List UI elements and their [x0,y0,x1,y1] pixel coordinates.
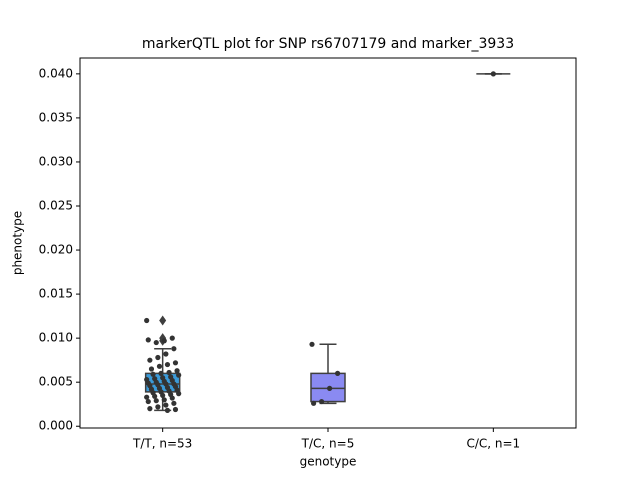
y-tick-label: 0.035 [39,110,73,124]
point [152,393,158,399]
point [144,394,150,400]
point [163,402,169,408]
y-tick-label: 0.025 [39,199,73,213]
x-tick-label: T/T, n=53 [132,437,192,451]
point [335,370,341,376]
point [327,385,333,391]
point [153,339,159,346]
y-tick-label: 0.015 [39,287,73,301]
point [311,400,317,406]
point [161,397,167,403]
point [163,351,169,357]
point [169,335,175,341]
x-tick-label: T/C, n=5 [301,437,355,451]
x-tick-label: C/C, n=1 [466,437,520,451]
point [169,395,175,401]
chart-title: markerQTL plot for SNP rs6707179 and mar… [142,36,514,52]
point [145,398,151,405]
point [156,363,163,369]
point [148,366,155,372]
point [161,338,167,344]
point [172,360,179,366]
point [145,337,151,343]
point [319,398,325,405]
point [176,391,182,397]
box [310,372,346,403]
y-tick-label: 0.020 [39,243,73,257]
point [144,317,150,324]
point [147,357,153,363]
point [490,71,496,77]
point [176,372,182,378]
y-tick-label: 0.030 [39,154,73,168]
point [155,354,161,361]
point [309,341,315,347]
point [158,370,164,376]
y-tick-label: 0.010 [39,331,73,345]
point [164,361,171,368]
point [153,398,159,404]
point [147,406,153,412]
point [164,407,171,413]
outlier [159,315,167,326]
point [174,368,180,374]
point [172,406,179,413]
point [166,369,172,376]
y-tick-label: 0.000 [39,419,73,433]
x-axis-label: genotype [300,455,357,469]
point [160,392,166,399]
point [171,346,177,352]
point [171,400,177,406]
point [155,404,161,410]
y-tick-label: 0.040 [39,66,73,80]
y-axis-label: phenotype [11,211,25,275]
point [150,371,156,377]
y-tick-label: 0.005 [39,375,73,389]
